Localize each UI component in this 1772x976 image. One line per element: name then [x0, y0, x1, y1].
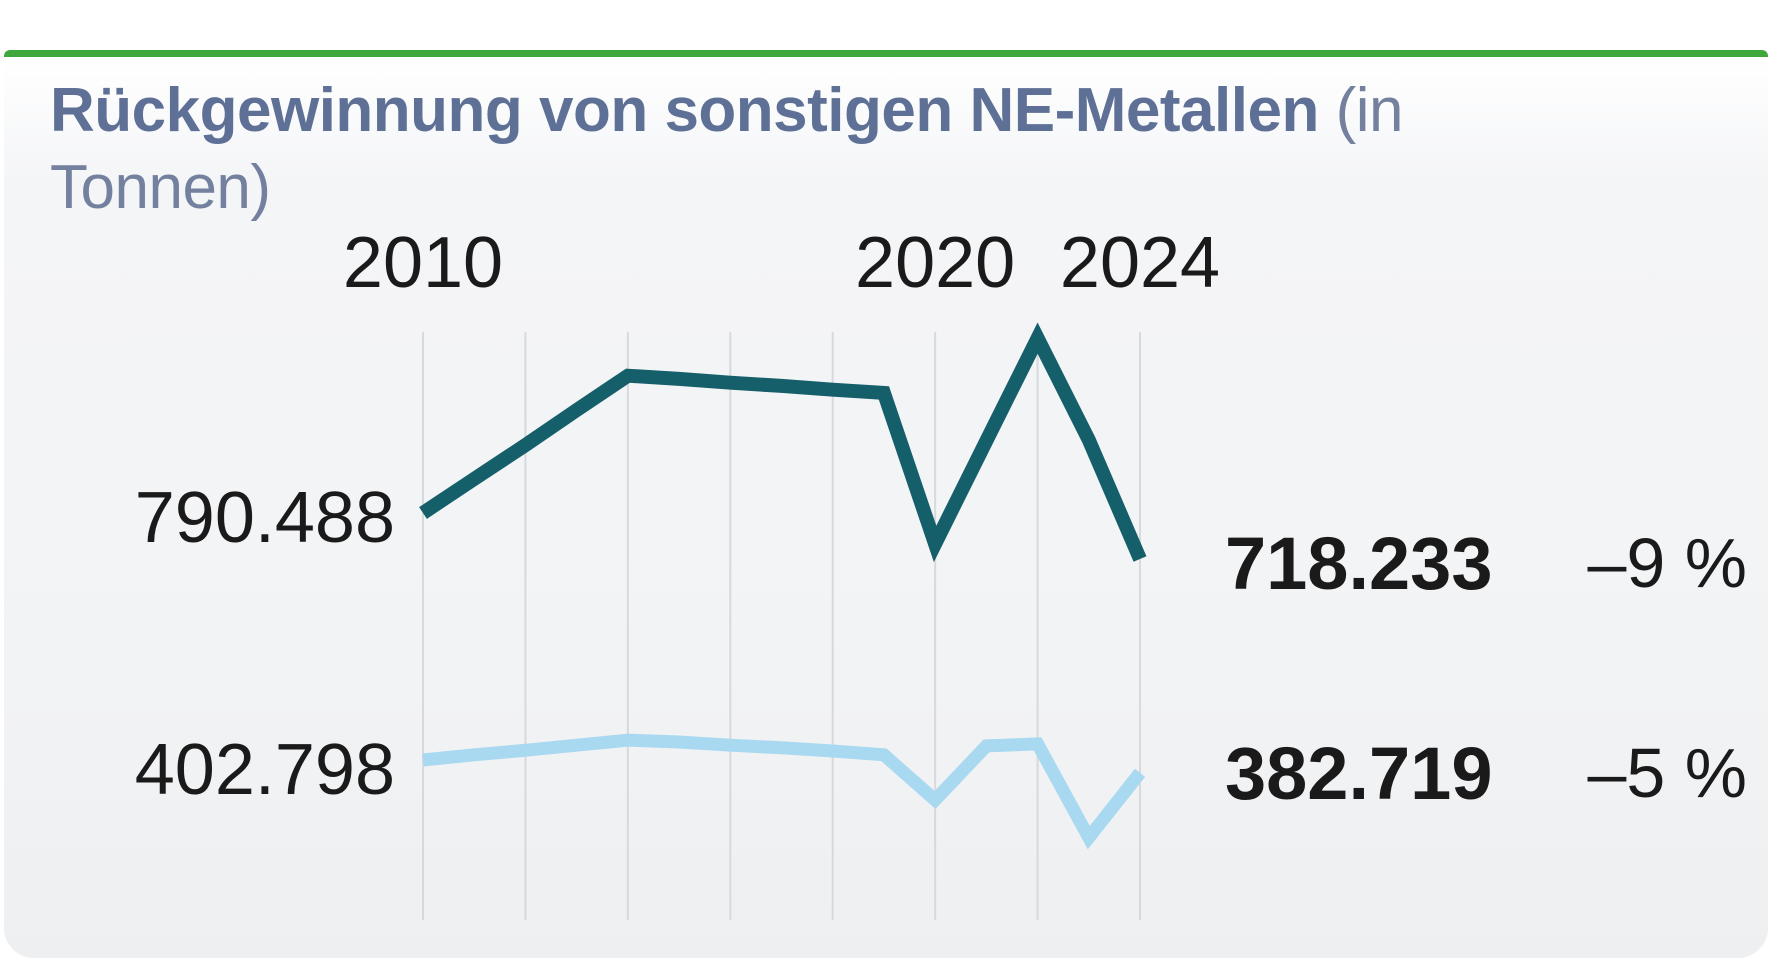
- x-tick-label-2010: 2010: [342, 223, 504, 303]
- start-value-light-series: 402.798: [134, 730, 395, 810]
- series-line-dark-teal: [419, 322, 1147, 563]
- title-unit-open: (in: [1335, 76, 1404, 145]
- title-line-2: Tonnen): [50, 149, 1550, 226]
- infographic-card: [4, 50, 1768, 958]
- x-tick-label-2020: 2020: [855, 223, 1016, 303]
- series-line-light-blue: [422, 733, 1146, 850]
- chart-title: Rückgewinnung von sonstigen NE-Metallen …: [50, 72, 1550, 226]
- x-tick-label-2024: 2024: [1059, 223, 1221, 303]
- title-unit-close: Tonnen): [50, 153, 271, 222]
- change-percent-dark-series: –9 %: [1587, 524, 1747, 602]
- gridlines: [422, 332, 1141, 920]
- start-value-dark-series: 790.488: [134, 478, 395, 558]
- title-line-1: Rückgewinnung von sonstigen NE-Metallen …: [50, 72, 1550, 149]
- change-percent-light-series: –5 %: [1587, 734, 1747, 812]
- end-value-dark-series: 718.233: [1225, 522, 1493, 605]
- title-main-text: Rückgewinnung von sonstigen NE-Metallen: [50, 76, 1319, 145]
- end-value-light-series: 382.719: [1225, 732, 1493, 815]
